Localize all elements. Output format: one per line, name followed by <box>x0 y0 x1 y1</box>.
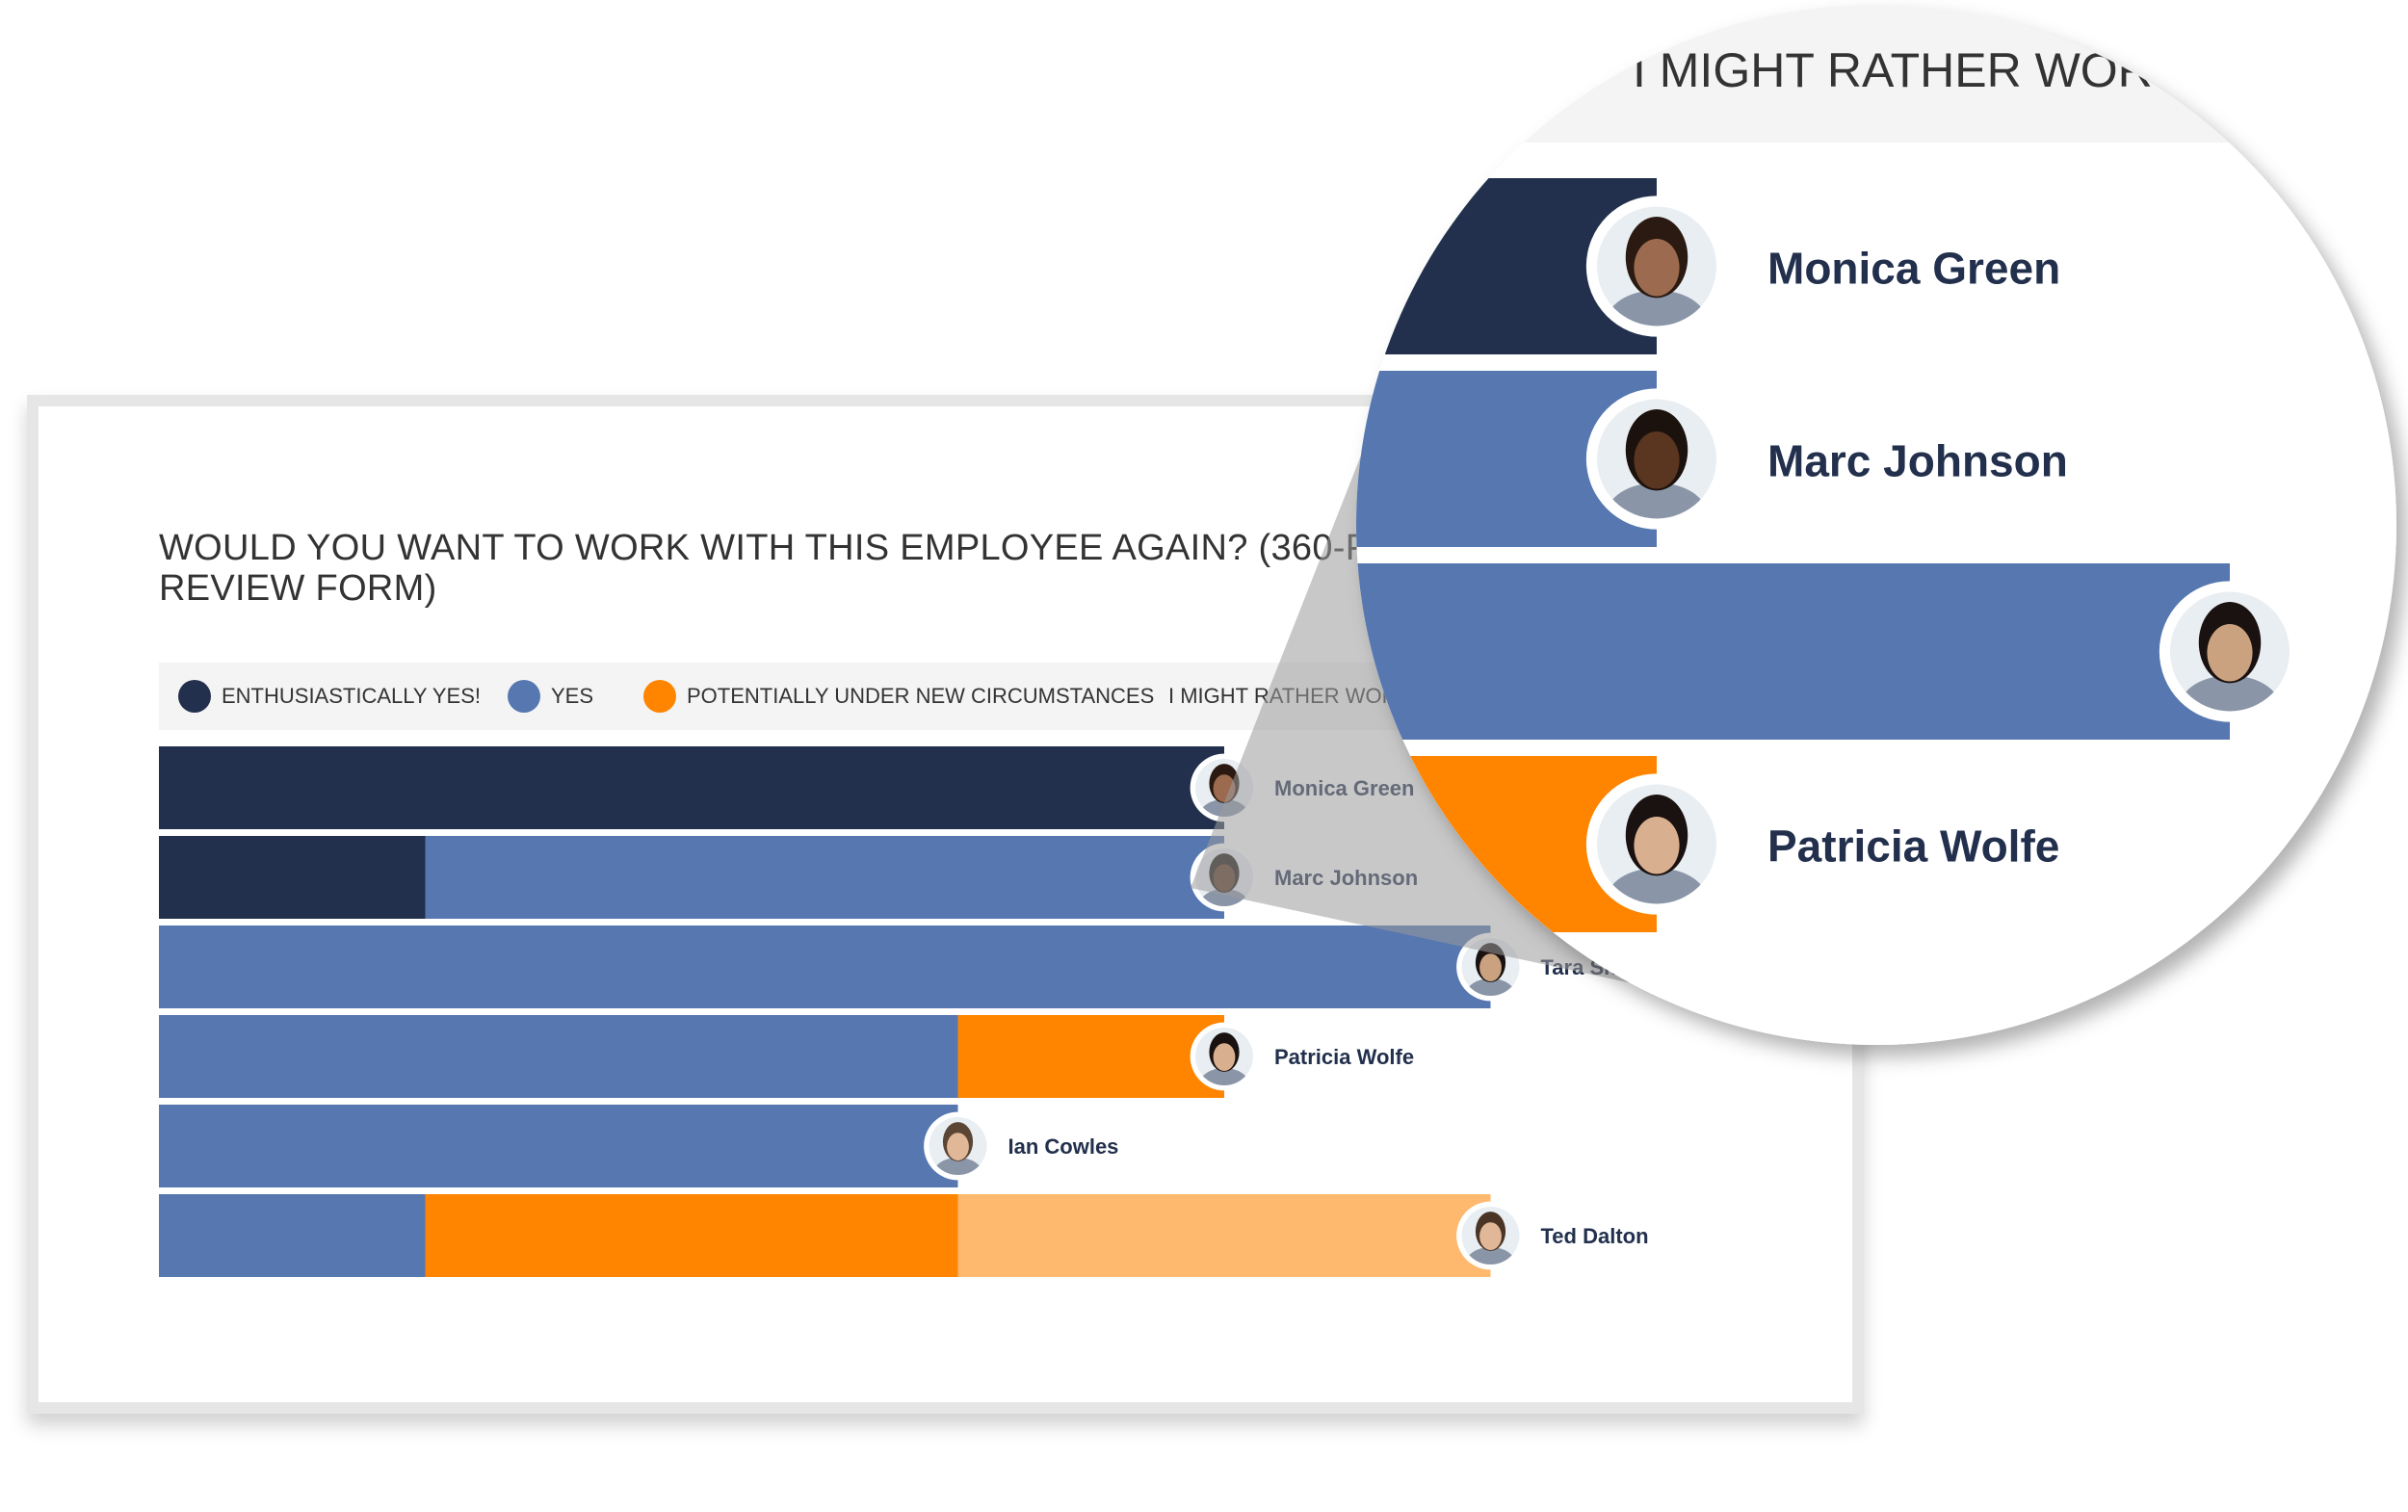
magnified-bar-label: Monica Green <box>1767 244 2060 294</box>
legend-swatch <box>508 680 540 713</box>
magnified-bar-label: Marc Johnson <box>1767 436 2068 486</box>
chart-title: WOULD YOU WANT TO WORK WITH THIS EMPLOYE… <box>159 528 1447 609</box>
magnified-avatar <box>1585 773 1728 915</box>
bar-segment[interactable] <box>957 1194 1491 1277</box>
magnified-avatar <box>1585 196 1728 337</box>
magnified-bar-segment <box>1356 563 2230 740</box>
avatar <box>924 1111 992 1181</box>
bar-segment[interactable] <box>425 1194 958 1277</box>
bar-segment[interactable] <box>159 925 1491 1008</box>
bar-segment[interactable] <box>159 746 1224 829</box>
legend-swatch <box>178 680 211 713</box>
bar-segment[interactable] <box>957 1015 1225 1098</box>
bar-segment[interactable] <box>425 836 1225 919</box>
magnified-avatar <box>1585 388 1728 530</box>
legend-label: POTENTIALLY UNDER NEW CIRCUMSTANCES <box>687 684 1155 708</box>
magnified-avatar <box>2159 581 2301 722</box>
bar-segment[interactable] <box>159 1105 958 1187</box>
bar-segment[interactable] <box>159 836 426 919</box>
legend-label: YES <box>551 684 594 708</box>
legend-item-enthusiastically-yes[interactable]: ENTHUSIASTICALLY YES! <box>178 663 481 730</box>
legend-item-potentially[interactable]: POTENTIALLY UNDER NEW CIRCUMSTANCES <box>643 663 1154 730</box>
magnifier-header: I MIGHT RATHER WORK <box>1633 43 2185 97</box>
legend-item-yes[interactable]: YES <box>508 663 593 730</box>
bar-segment[interactable] <box>159 1015 958 1098</box>
legend-label: ENTHUSIASTICALLY YES! <box>222 684 481 708</box>
avatar <box>1456 1201 1525 1270</box>
avatar <box>1190 1022 1259 1091</box>
magnified-bar-label: Patricia Wolfe <box>1767 821 2059 872</box>
bar-label: Patricia Wolfe <box>1274 1045 1414 1069</box>
bar-segment[interactable] <box>159 1194 426 1277</box>
bar-label: Ian Cowles <box>1008 1134 1119 1159</box>
bar-label: Ted Dalton <box>1541 1224 1649 1248</box>
legend-swatch <box>643 680 676 713</box>
